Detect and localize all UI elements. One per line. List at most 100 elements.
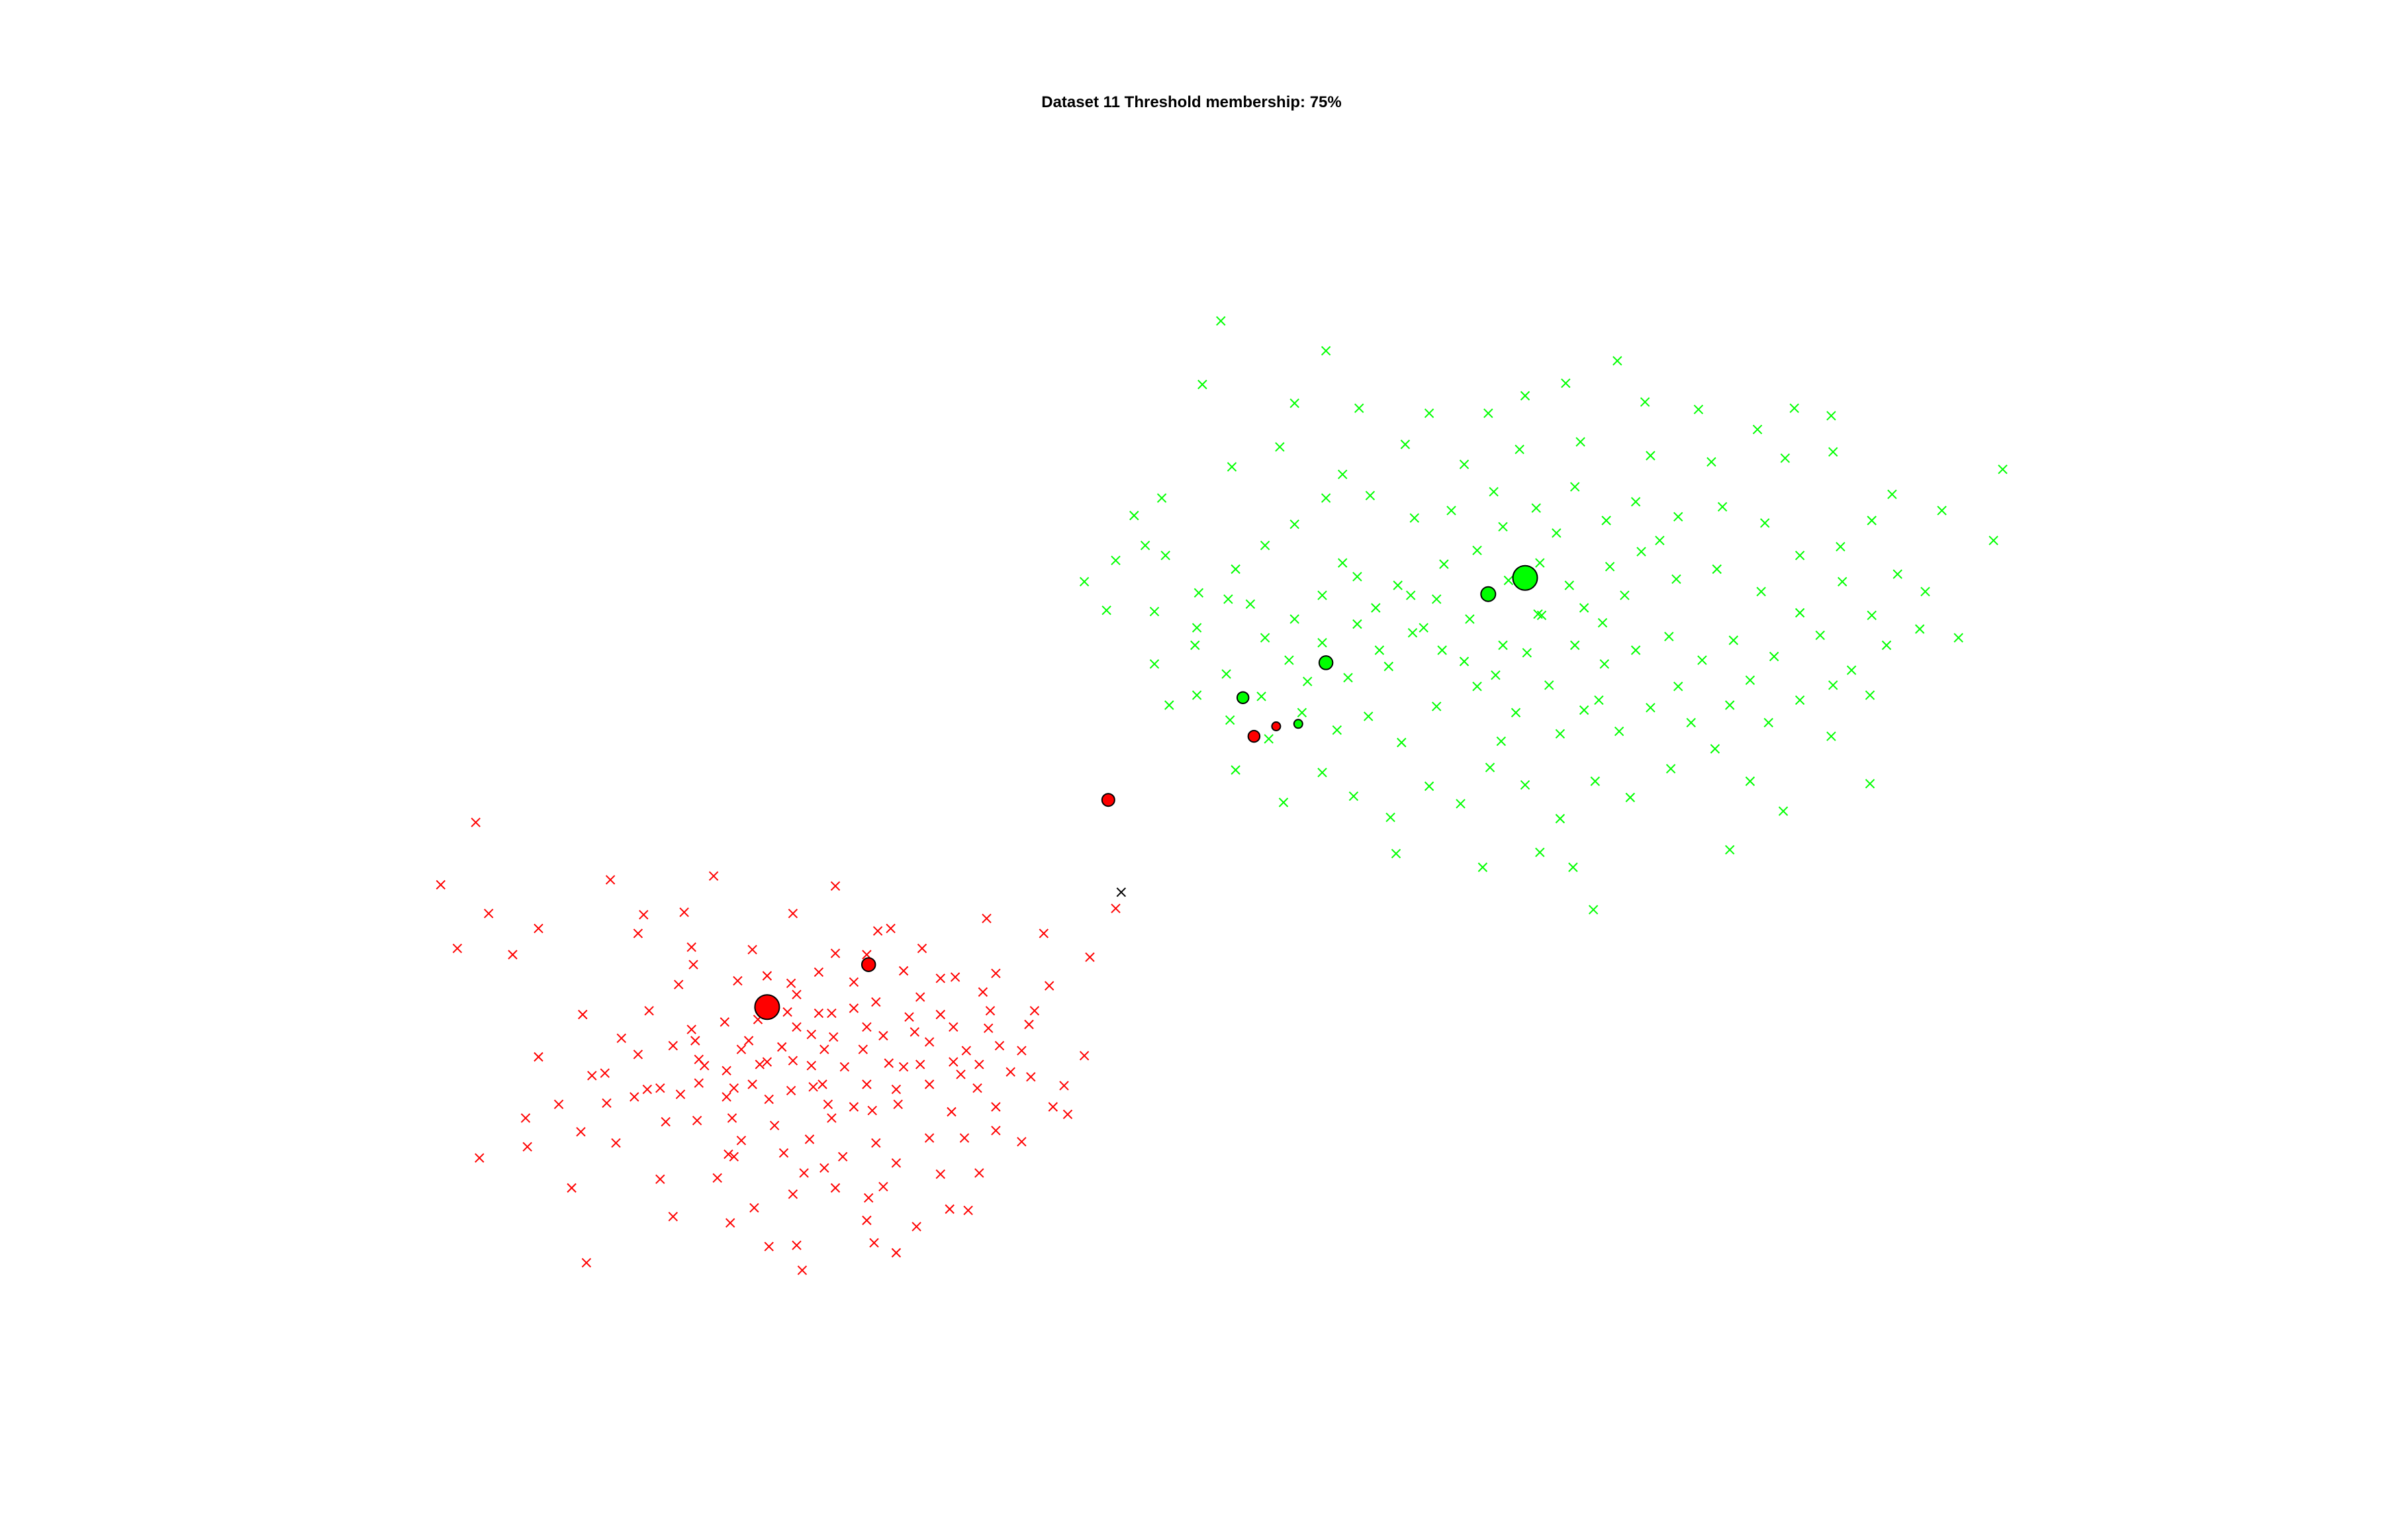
data-point-x [1439,559,1449,569]
data-point-x [1568,862,1578,872]
data-point-x [982,913,992,924]
data-point-x [862,1215,872,1226]
data-point-x [1511,707,1521,718]
data-point-x [910,1027,920,1037]
data-point-x [1225,715,1235,725]
data-point-x [1321,493,1331,503]
data-point-x [994,1040,1005,1051]
data-point-x [1826,731,1836,741]
data-point-x [871,1138,881,1148]
data-point-x [1836,541,1846,552]
data-point-x [1614,726,1624,737]
data-point-x [729,1083,739,1093]
data-point-x [1717,502,1728,512]
data-point-x [1914,624,1925,634]
cluster-center-marker [1293,719,1303,729]
data-point-x [1601,516,1611,525]
data-point-x [891,1247,902,1258]
data-point-x [823,1099,833,1109]
data-point-x [1017,1136,1027,1147]
data-point-x [1795,551,1805,561]
data-point-x [839,1062,850,1072]
data-point-x [679,907,689,917]
data-point-x [1062,1109,1073,1120]
data-point-x [605,875,616,885]
data-point-x [849,1003,859,1013]
data-point-x [1029,1006,1040,1016]
data-point-x [1363,711,1374,721]
data-point-x [769,1120,780,1130]
data-point-x [471,817,481,827]
data-point-x [1405,590,1416,600]
data-point-x [668,1040,678,1051]
data-point-x [1302,676,1313,686]
data-point-x [878,1030,888,1041]
data-point-x [1745,776,1755,786]
data-point-x [828,1032,839,1042]
data-point-x [1337,469,1348,480]
data-point-x [963,1205,973,1216]
data-point-x [675,1089,686,1099]
data-point-x [1278,797,1289,807]
data-point-x [891,1084,902,1095]
data-point-x [1297,707,1307,718]
data-point-x [837,1152,848,1162]
data-point-x [797,1265,808,1275]
data-point-x [1374,645,1385,655]
data-point-x [1256,692,1266,702]
data-point-x [1393,580,1403,590]
data-point-x [1352,619,1362,629]
cluster-center-marker [1512,565,1538,591]
data-point-x [1348,791,1359,801]
data-point-x [694,1054,704,1065]
data-point-x [788,909,798,919]
data-point-x [869,1238,879,1248]
data-point-x [690,1036,700,1046]
data-point-x [668,1212,678,1222]
data-point-x [1789,403,1799,414]
data-point-x [1520,780,1530,790]
data-point-x [1706,457,1716,467]
data-point-x [1673,681,1683,692]
data-point-x [747,1079,757,1089]
data-point-x [1017,1046,1027,1056]
data-point-x [1712,564,1722,574]
data-point-x [1664,631,1674,642]
data-point-x [1724,844,1735,855]
data-point-x [1646,451,1656,461]
data-point-x [1815,630,1825,641]
data-point-x [950,972,960,982]
data-point-x [1059,1081,1069,1091]
data-point-x [755,1060,765,1069]
data-point-x [1498,640,1508,651]
data-point-x [1535,847,1545,858]
data-point-x [1472,681,1482,692]
data-point-x [991,1102,1001,1112]
data-point-x [722,1092,731,1102]
data-point-x [1431,702,1442,711]
data-point-x [1317,637,1327,648]
data-point-x [1437,645,1447,655]
data-point-x [578,1009,588,1020]
data-point-x [1686,717,1696,728]
data-point-x [871,997,881,1007]
data-point-x [1365,490,1376,501]
data-point-x [1321,345,1331,356]
data-point-x [686,942,696,952]
data-point-x [792,989,802,1000]
data-point-x [762,971,772,981]
data-point-x [1048,1102,1058,1112]
data-point-x [1498,521,1508,532]
data-point-x [849,977,859,987]
data-point-x [972,1083,982,1093]
data-point-x [830,881,841,891]
data-point-x [935,1009,946,1020]
data-point-x [475,1153,485,1163]
data-point-x [1192,623,1202,633]
data-point-x [1763,717,1773,728]
data-point-x [1317,590,1327,600]
data-point-x [534,923,543,934]
data-point-x [1337,558,1348,568]
data-point-x [1846,665,1857,675]
data-point-x [1409,513,1420,523]
